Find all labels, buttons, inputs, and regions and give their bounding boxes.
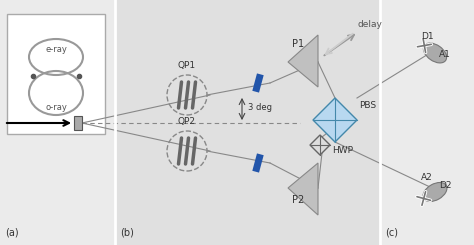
Polygon shape [288,35,318,87]
Text: PBS: PBS [359,101,376,110]
Text: (b): (b) [120,227,134,237]
Ellipse shape [423,43,447,63]
Text: QP1: QP1 [178,61,196,70]
Text: (c): (c) [385,227,398,237]
Text: HWP: HWP [332,146,353,155]
Text: A1: A1 [439,50,451,59]
Text: 3 deg: 3 deg [248,103,272,112]
Text: P1: P1 [292,39,304,49]
Text: P2: P2 [292,195,304,205]
Text: D1: D1 [421,32,433,41]
Bar [115,0,380,245]
Text: A2: A2 [421,173,433,182]
Bar [74,116,82,130]
Polygon shape [310,135,330,155]
Bar [0,0,115,245]
Text: (a): (a) [5,227,18,237]
Text: delay: delay [358,20,383,29]
Text: e-ray: e-ray [45,46,67,54]
FancyBboxPatch shape [7,14,105,134]
Text: QP2: QP2 [178,117,196,126]
Bar [380,0,474,245]
Text: o-ray: o-ray [45,102,67,111]
Ellipse shape [423,183,447,201]
Polygon shape [313,98,357,142]
Text: D2: D2 [439,181,451,190]
Polygon shape [288,163,318,215]
